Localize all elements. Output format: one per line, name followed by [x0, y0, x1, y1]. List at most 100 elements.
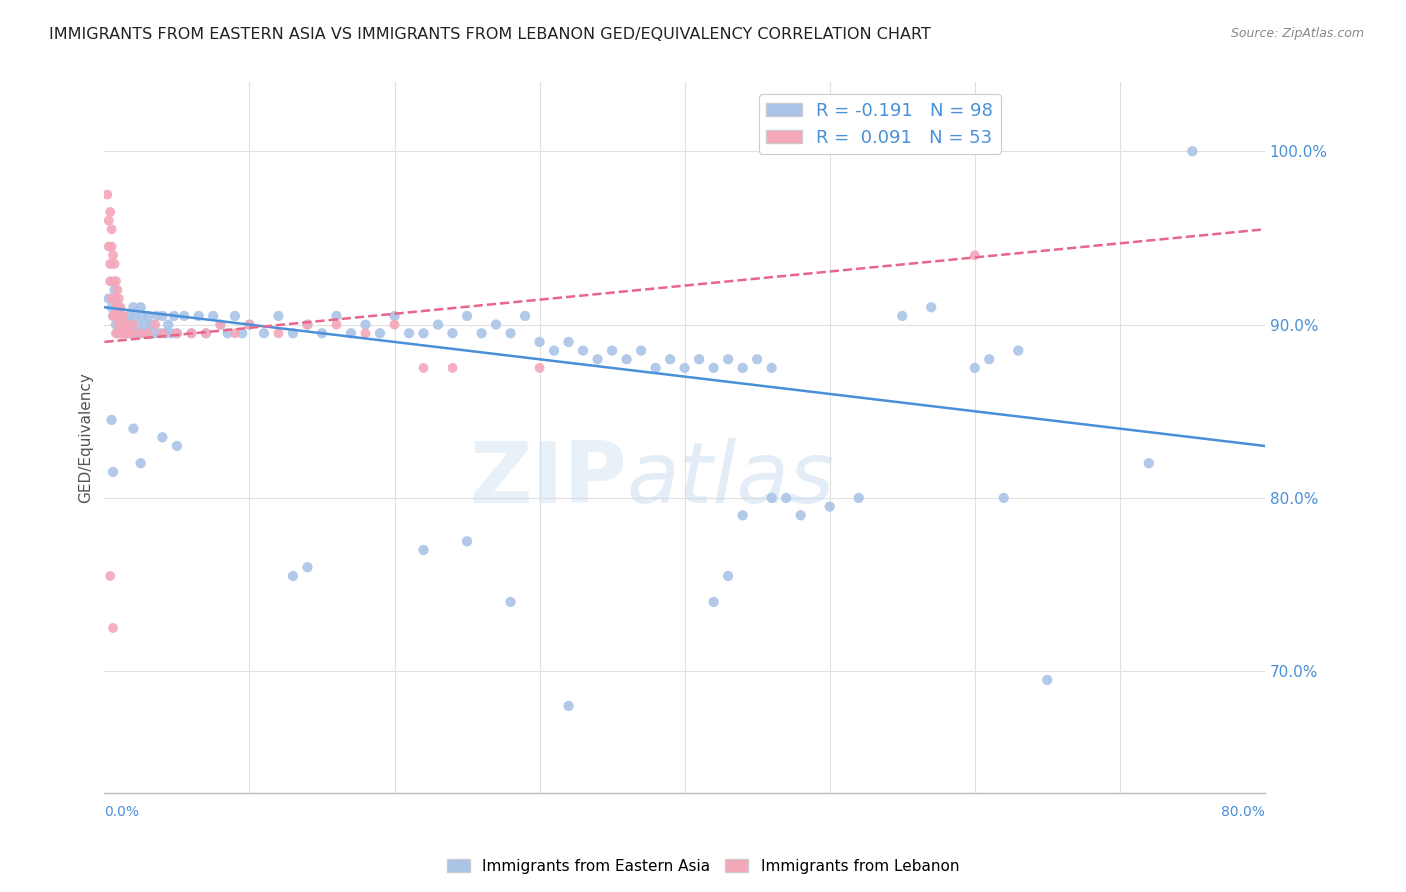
- Point: [717, 569, 740, 583]
- Point: [107, 309, 129, 323]
- Point: [238, 318, 260, 332]
- Point: [108, 318, 131, 332]
- Point: [101, 465, 124, 479]
- Point: [112, 318, 135, 332]
- Point: [731, 360, 754, 375]
- Legend: Immigrants from Eastern Asia, Immigrants from Lebanon: Immigrants from Eastern Asia, Immigrants…: [441, 853, 965, 880]
- Point: [117, 326, 139, 341]
- Point: [180, 326, 202, 341]
- Point: [107, 283, 129, 297]
- Point: [384, 309, 406, 323]
- Point: [187, 309, 209, 323]
- Point: [297, 318, 319, 332]
- Point: [340, 326, 363, 341]
- Point: [616, 352, 638, 367]
- Point: [412, 326, 434, 341]
- Point: [673, 360, 696, 375]
- Text: 80.0%: 80.0%: [1220, 805, 1265, 820]
- Point: [118, 326, 141, 341]
- Point: [129, 326, 152, 341]
- Point: [122, 300, 145, 314]
- Point: [253, 326, 276, 341]
- Point: [659, 352, 682, 367]
- Point: [325, 309, 347, 323]
- Point: [122, 318, 145, 332]
- Point: [630, 343, 652, 358]
- Point: [103, 283, 125, 297]
- Point: [121, 326, 143, 341]
- Point: [238, 318, 260, 332]
- Point: [688, 352, 710, 367]
- Point: [129, 456, 152, 470]
- Point: [979, 352, 1001, 367]
- Point: [112, 326, 135, 341]
- Point: [209, 318, 232, 332]
- Point: [97, 239, 120, 253]
- Point: [297, 318, 319, 332]
- Point: [499, 326, 522, 341]
- Point: [166, 326, 188, 341]
- Point: [98, 205, 121, 219]
- Point: [513, 309, 536, 323]
- Y-axis label: GED/Equivalency: GED/Equivalency: [79, 372, 93, 503]
- Point: [231, 326, 253, 341]
- Point: [1007, 343, 1029, 358]
- Point: [703, 595, 725, 609]
- Point: [993, 491, 1015, 505]
- Point: [600, 343, 623, 358]
- Point: [644, 360, 666, 375]
- Point: [98, 257, 121, 271]
- Point: [747, 352, 769, 367]
- Point: [152, 309, 174, 323]
- Point: [97, 292, 120, 306]
- Point: [128, 326, 150, 341]
- Point: [543, 343, 565, 358]
- Point: [456, 309, 478, 323]
- Point: [103, 257, 125, 271]
- Point: [166, 326, 188, 341]
- Point: [143, 318, 166, 332]
- Point: [281, 569, 304, 583]
- Point: [891, 309, 914, 323]
- Point: [125, 326, 148, 341]
- Point: [129, 300, 152, 314]
- Point: [194, 326, 217, 341]
- Point: [586, 352, 609, 367]
- Point: [761, 360, 783, 375]
- Point: [111, 309, 134, 323]
- Point: [1036, 673, 1059, 687]
- Point: [441, 360, 464, 375]
- Point: [920, 300, 942, 314]
- Point: [1181, 145, 1204, 159]
- Point: [963, 360, 986, 375]
- Point: [142, 326, 165, 341]
- Point: [145, 309, 167, 323]
- Point: [122, 422, 145, 436]
- Point: [111, 326, 134, 341]
- Point: [717, 352, 740, 367]
- Point: [131, 309, 153, 323]
- Point: [1137, 456, 1160, 470]
- Point: [224, 326, 246, 341]
- Point: [325, 318, 347, 332]
- Point: [97, 213, 120, 227]
- Point: [194, 326, 217, 341]
- Point: [267, 309, 290, 323]
- Point: [456, 534, 478, 549]
- Point: [108, 292, 131, 306]
- Point: [134, 318, 156, 332]
- Point: [412, 543, 434, 558]
- Point: [107, 326, 129, 341]
- Point: [101, 621, 124, 635]
- Point: [103, 309, 125, 323]
- Point: [98, 274, 121, 288]
- Text: IMMIGRANTS FROM EASTERN ASIA VS IMMIGRANTS FROM LEBANON GED/EQUIVALENCY CORRELAT: IMMIGRANTS FROM EASTERN ASIA VS IMMIGRAN…: [49, 27, 931, 42]
- Point: [104, 326, 127, 341]
- Point: [354, 326, 377, 341]
- Point: [470, 326, 492, 341]
- Point: [101, 274, 124, 288]
- Point: [173, 309, 195, 323]
- Point: [139, 318, 162, 332]
- Point: [441, 326, 464, 341]
- Text: 0.0%: 0.0%: [104, 805, 139, 820]
